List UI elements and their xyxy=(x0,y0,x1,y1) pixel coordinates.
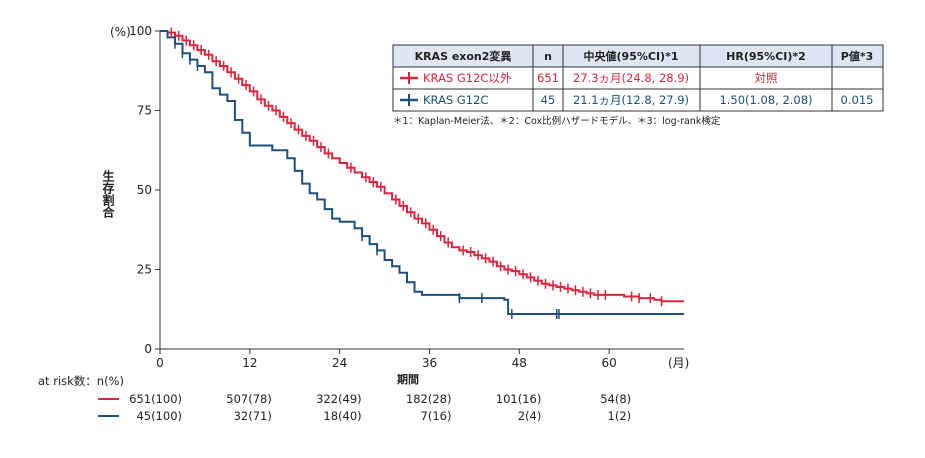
risk-value: 322(49) xyxy=(316,392,362,406)
table-row1-group: KRAS G12C以外 xyxy=(423,71,512,85)
y-tick-label: 50 xyxy=(137,183,152,197)
table-header-group: KRAS exon2変異 xyxy=(415,49,512,63)
risk-value: 651(100) xyxy=(129,392,182,406)
y-unit-label: (%) xyxy=(110,25,131,39)
risk-value: 18(40) xyxy=(323,409,361,423)
risk-value: 101(16) xyxy=(496,392,542,406)
x-unit-label: (月) xyxy=(668,356,689,370)
y-tick-label: 75 xyxy=(137,104,152,118)
x-tick-label: 60 xyxy=(602,356,617,370)
y-tick-label: 25 xyxy=(137,263,152,277)
censor-marks-kras-g12c xyxy=(174,38,560,320)
risk-table-label: at risk数：n(%) xyxy=(38,374,124,388)
table-row1-n: 651 xyxy=(537,71,559,85)
x-tick-label: 24 xyxy=(332,356,347,370)
risk-value: 2(4) xyxy=(518,409,542,423)
risk-value: 54(8) xyxy=(600,392,631,406)
risk-value: 32(71) xyxy=(234,409,272,423)
risk-value: 45(100) xyxy=(136,409,182,423)
risk-value: 507(78) xyxy=(226,392,272,406)
risk-value: 1(2) xyxy=(608,409,632,423)
km-curve-kras-g12c xyxy=(160,30,684,315)
table-header-median: 中央値(95%CI)*1 xyxy=(584,49,679,63)
risk-row-kras-g12c: 45(100) 32(71) 18(40) 7(16) 2(4) 1(2) xyxy=(136,409,631,423)
y-ticks: 0 25 50 75 100 xyxy=(129,24,160,356)
stats-table: KRAS exon2変異 n 中央値(95%CI)*1 HR(95%CI)*2 … xyxy=(392,44,884,127)
x-tick-label: 0 xyxy=(156,356,164,370)
x-ticks: 0 12 24 36 48 60 xyxy=(156,349,617,370)
table-row2-hr: 1.50(1.08, 2.08) xyxy=(719,93,812,107)
table-header-hr: HR(95%CI)*2 xyxy=(726,50,806,63)
table-row2-p: 0.015 xyxy=(841,93,874,107)
risk-value: 7(16) xyxy=(421,409,452,423)
x-tick-label: 48 xyxy=(512,356,527,370)
table-footnote: ＊1：Kaplan-Meier法、＊2：Cox比例ハザードモデル、＊3：log-… xyxy=(393,115,721,127)
y-axis-title: 生存割合 xyxy=(101,169,115,219)
y-tick-label: 100 xyxy=(129,24,152,38)
x-tick-label: 12 xyxy=(242,356,257,370)
km-curve-kras-g12c-other xyxy=(160,30,684,303)
table-row2-median: 21.1ヵ月(12.8, 27.9) xyxy=(573,93,689,107)
x-tick-label: 36 xyxy=(422,356,437,370)
table-row1-hr: 対照 xyxy=(755,71,778,85)
risk-value: 182(28) xyxy=(406,392,452,406)
table-header-n: n xyxy=(544,50,552,63)
y-tick-label: 0 xyxy=(144,342,152,356)
risk-row-kras-g12c-other: 651(100) 507(78) 322(49) 182(28) 101(16) 54(8… xyxy=(129,392,631,406)
table-border xyxy=(392,44,884,112)
table-header-p: P値*3 xyxy=(841,49,873,63)
table-row1-median: 27.3ヵ月(24.8, 28.9) xyxy=(573,71,689,85)
table-row2-group: KRAS G12C xyxy=(423,93,488,107)
censor-marks-kras-g12c-other xyxy=(170,27,663,307)
x-axis-title: 期間 xyxy=(397,372,419,386)
table-row2-n: 45 xyxy=(541,93,556,107)
table-header-bg xyxy=(393,45,883,67)
